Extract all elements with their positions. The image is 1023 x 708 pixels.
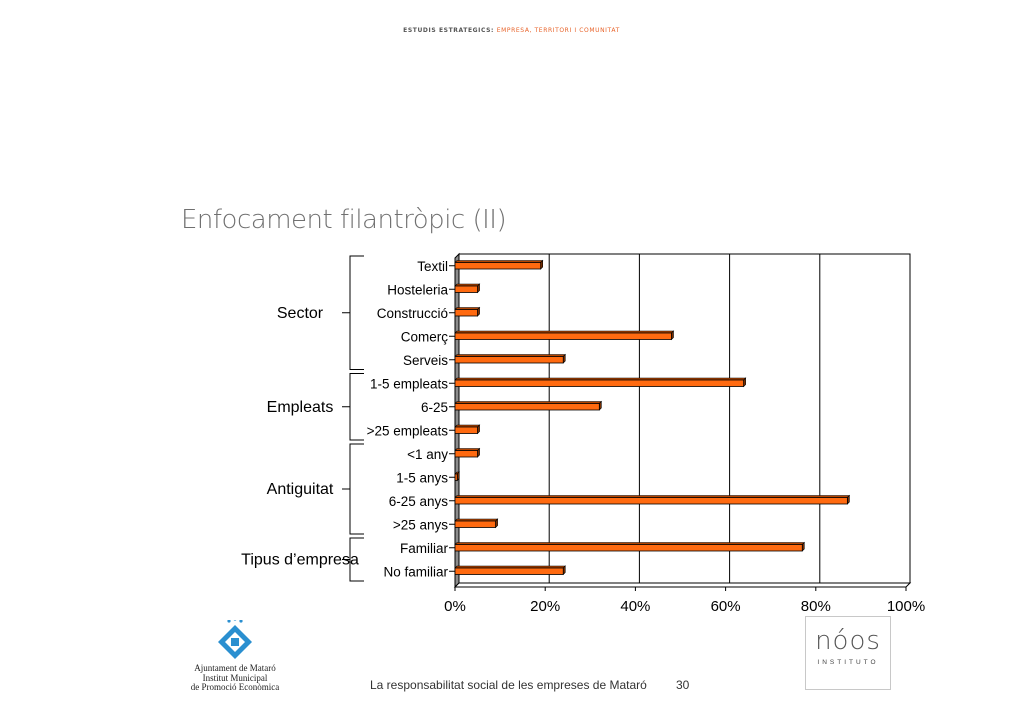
logo-left-line3: de Promoció Econòmica <box>190 682 280 692</box>
bar <box>454 309 478 317</box>
group-bracket <box>349 255 364 370</box>
category-label: Hosteleria <box>387 282 448 297</box>
ajuntament-logo: Ajuntament de Mataró Institut Municipal … <box>180 617 290 700</box>
group-bracket <box>349 373 364 441</box>
header-part2: EMPRESA, TERRITORI I COMUNITAT <box>496 27 620 34</box>
noos-logo-name: nóos <box>815 626 881 656</box>
bar <box>454 379 745 387</box>
category-label: Comerç <box>401 329 449 344</box>
category-label: <1 any <box>407 447 448 462</box>
group-label: Tipus d’empresa <box>241 552 359 569</box>
bar <box>454 497 848 505</box>
category-label: Familiar <box>400 541 449 556</box>
noos-logo: nóos INSTITUTO <box>805 616 891 690</box>
footer-text: La responsabilitat social de les emprese… <box>370 678 647 692</box>
group-bracket <box>349 443 364 535</box>
x-tick-label: 60% <box>711 598 741 615</box>
category-label: Serveis <box>403 353 448 368</box>
x-tick-label: 20% <box>530 598 560 615</box>
bar <box>454 473 458 481</box>
bar <box>454 332 672 340</box>
category-label: >25 empleats <box>367 423 449 438</box>
bar <box>454 356 564 364</box>
group-label: Empleats <box>267 399 334 416</box>
category-label: 6-25 anys <box>389 494 449 509</box>
x-tick-label: 100% <box>887 598 925 615</box>
bar <box>454 450 478 458</box>
bar <box>454 520 496 528</box>
x-tick-label: 80% <box>801 598 831 615</box>
bar <box>454 262 542 270</box>
page-number: 30 <box>676 678 690 692</box>
bar <box>454 403 600 411</box>
category-label: 1-5 anys <box>396 470 448 485</box>
category-label: Construcció <box>377 306 448 321</box>
bar <box>454 567 564 575</box>
category-label: 6-25 <box>421 400 448 415</box>
plot-side-wall <box>454 252 460 589</box>
category-label: No familiar <box>383 564 448 579</box>
group-label: Antiguitat <box>267 481 334 498</box>
category-label: Textil <box>417 259 448 274</box>
header: ESTUDIS ESTRATEGICS: EMPRESA, TERRITORI … <box>0 27 1023 34</box>
bar <box>454 426 478 434</box>
slide-title: Enfocament filantròpic (II) <box>181 205 507 235</box>
bar <box>454 544 803 552</box>
logo-left-line1: Ajuntament de Mataró <box>194 663 276 673</box>
ajuntament-emblem-icon <box>218 617 252 659</box>
plot-floor <box>453 582 912 588</box>
category-label: >25 anys <box>393 517 448 532</box>
noos-logo-sub: INSTITUTO <box>817 659 879 666</box>
header-part1: ESTUDIS ESTRATEGICS: <box>403 27 495 34</box>
bar <box>454 285 478 293</box>
group-label: Sector <box>277 305 324 322</box>
x-tick-label: 40% <box>620 598 650 615</box>
x-tick-label: 0% <box>444 598 466 615</box>
plot-back-wall <box>458 253 911 584</box>
category-label: 1-5 empleats <box>370 376 448 391</box>
logo-left-line2: Institut Municipal <box>202 672 268 683</box>
